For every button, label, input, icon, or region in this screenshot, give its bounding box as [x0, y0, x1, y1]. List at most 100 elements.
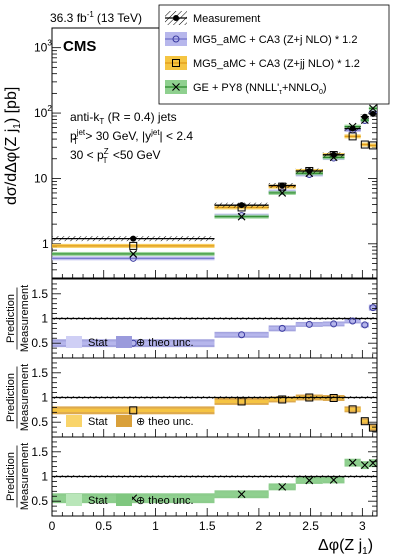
legend-entry-ge: GE + PY8 (NNLL'τ+NNLO0) [165, 80, 327, 96]
ratio-legend-stat-swatch [66, 336, 82, 348]
selection-line3b: <50 GeV [109, 148, 160, 162]
legend-entry-measurement: Measurement [165, 11, 260, 25]
ratio-marker [329, 476, 338, 484]
legend-entry-zj: MG5_aMC + CA3 (Z+j NLO) * 1.2 [165, 32, 357, 46]
ratio-marker [348, 458, 357, 467]
ratio-ytick-label: 0.5 [31, 336, 48, 350]
ratio-marker [329, 393, 338, 402]
ratio-marker [361, 321, 369, 329]
ratio-stat-band [344, 408, 361, 411]
selection-line1-sub: T [99, 117, 104, 126]
ratio-marker [305, 393, 314, 402]
x-axis: 0 0.5 1 1.5 2 2.5 3 [49, 519, 366, 533]
ratio-ylabel-top: Prediction [5, 452, 17, 501]
ratio-legend-stat-swatch [66, 415, 82, 427]
ratio-legend-stat-label: Stat [88, 416, 108, 428]
ratio-legend-theo-label: ⊕ theo unc. [136, 495, 194, 507]
ratio-marker [360, 461, 369, 470]
top-pred-marker [348, 132, 357, 141]
ratio-ylabel: Prediction Measurement [5, 285, 31, 352]
ratio-stat-band [214, 399, 269, 404]
top-pred-marker [369, 104, 377, 113]
x-tick-label: 0.5 [95, 519, 112, 533]
ratio-ytick-label: 1 [41, 470, 48, 484]
ratio-legend-theo-swatch [116, 336, 132, 348]
ratio-ylabel-top: Prediction [5, 294, 17, 343]
top-ytick-label: 1 [42, 237, 49, 251]
x-tick-label: 1 [152, 519, 159, 533]
svg-text:GE + PY8 (NNLL'τ+NNLO0): GE + PY8 (NNLL'τ+NNLO0) [193, 82, 327, 96]
top-meas-marker [361, 113, 368, 120]
x-axis-label: Δφ(Z j1) [318, 537, 373, 557]
ratio-ylabel: Prediction Measurement [5, 443, 31, 510]
ratio-ylabel-top: Prediction [5, 373, 17, 422]
legend-label-measurement: Measurement [193, 13, 260, 25]
ratio-ylabel: Prediction Measurement [5, 364, 31, 431]
selection-line3a: 30 < p [70, 148, 104, 162]
ratio-marker [278, 324, 286, 332]
ratio-stat-band [368, 306, 377, 309]
ratio-marker [238, 331, 246, 339]
x-tick-label: 2 [256, 519, 263, 533]
ratio-legend-stat-label: Stat [88, 495, 108, 507]
legend-entry-zjj: MG5_aMC + CA3 (Z+jj NLO) * 1.2 [165, 56, 360, 70]
legend-label-zjj: MG5_aMC + CA3 (Z+jj NLO) * 1.2 [193, 58, 360, 70]
top-meas-marker [130, 235, 137, 242]
x-tick-label: 1.5 [199, 519, 216, 533]
top-ylabel: dσ/dΔφ(Z j1) [pb] [3, 87, 23, 205]
ratio-marker [237, 397, 246, 406]
ratio-ytick-label: 1.5 [31, 445, 48, 459]
ratio-marker [369, 304, 377, 312]
ratio-ytick-label: 1.5 [31, 287, 48, 301]
top-ytick-exponent: 3 [47, 39, 52, 48]
legend-label-ge-b: +NNLO [282, 82, 319, 94]
ratio-legend-stat-swatch [66, 494, 82, 506]
experiment-label: CMS [63, 38, 96, 55]
ratio-legend-stat-label: Stat [88, 337, 108, 349]
ratio-ytick-label: 1 [41, 312, 48, 326]
top-pred-marker [368, 141, 377, 150]
ratio-stat-band [322, 322, 345, 326]
ratio-stat-band [268, 398, 296, 401]
svg-text:30 < pZT <50 GeV: 30 < pZ T <50 GeV [70, 147, 161, 165]
ratio-marker [330, 320, 338, 328]
ratio-stat-band [360, 419, 369, 423]
selection-line1a: anti-k [70, 110, 100, 124]
selection-line2b: > 30 GeV, |y [82, 129, 151, 143]
selection-text: anti-kT (R = 0.4) jets pjet T > 30 GeV, |… [70, 110, 193, 165]
ratio-ytick-label: 0.5 [31, 415, 48, 429]
ratio-marker [360, 417, 369, 426]
ratio-marker [348, 405, 357, 414]
ratio-marker [305, 320, 313, 328]
top-pred-marker [360, 140, 369, 149]
top-pred-marker [129, 241, 138, 250]
top-meas-marker [306, 167, 313, 174]
selection-line3-sub: T [103, 156, 108, 165]
legend-label-ge-sub2: 0 [319, 89, 323, 96]
ratio-stat-band [214, 333, 269, 337]
legend-label-zj: MG5_aMC + CA3 (Z+j NLO) * 1.2 [193, 34, 357, 46]
x-tick-label: 2.5 [302, 519, 319, 533]
ratio-marker [349, 317, 357, 325]
ratio-legend-theo-swatch [116, 415, 132, 427]
top-ytick-exponent: 2 [47, 104, 52, 113]
top-ylabel-unit: ) [pb] [3, 87, 20, 123]
ratio-ytick-label: 1.5 [31, 366, 48, 380]
top-ylabel-sub: 1 [12, 123, 23, 129]
header: 36.3 fb-1 (13 TeV) [50, 10, 142, 25]
ratio-stat-band [52, 408, 215, 413]
ratio-marker [368, 423, 377, 432]
legend-label-ge-c: ) [323, 82, 327, 94]
ratio-marker [278, 482, 287, 491]
x-axis-label-main: Δφ(Z j [318, 537, 362, 554]
ratio-ylabel-bottom: Measurement [19, 443, 31, 510]
svg-text:36.3 fb-1(13 TeV): 36.3 fb-1 (13 TeV) [50, 10, 142, 25]
ratio-stat-band [52, 341, 215, 345]
top-panel-measurement [52, 110, 377, 242]
ratio-legend-theo-label: ⊕ theo unc. [136, 337, 194, 349]
top-meas-marker [369, 110, 376, 117]
legend-label-ge-a: GE + PY8 (NNLL' [193, 82, 279, 94]
top-ylabel-main: dσ/dΔφ(Z j [3, 129, 20, 205]
